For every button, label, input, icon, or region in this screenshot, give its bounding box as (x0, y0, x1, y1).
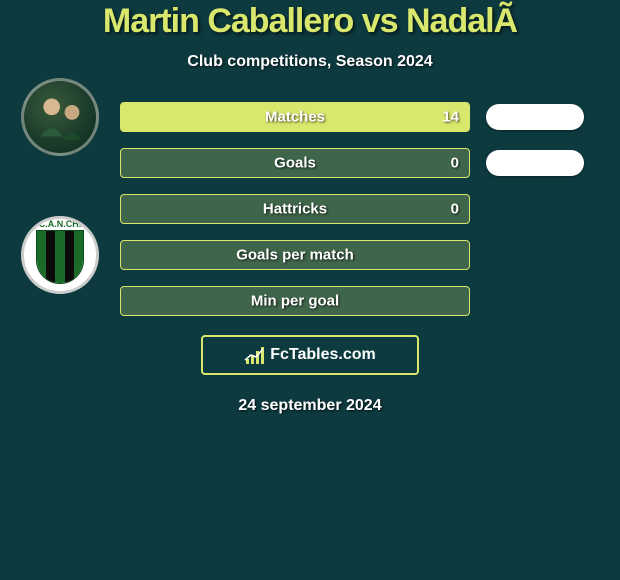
avatar-slot-left (0, 78, 120, 156)
stat-value-left: 0 (451, 155, 459, 172)
comparison-widget: Martin Caballero vs NadalÃ Club competit… (0, 0, 620, 415)
player-photo-icon (24, 78, 96, 156)
stat-bar-mpg: Min per goal (120, 286, 470, 316)
stat-row: Min per goal (0, 285, 620, 317)
pill-slot-right (470, 150, 600, 176)
stat-bar-gpm: Goals per match (120, 240, 470, 270)
page-title: Martin Caballero vs NadalÃ (103, 2, 517, 41)
brand-link[interactable]: FcTables.com (201, 335, 419, 375)
avatar-slot-left: C.A.N.CH. (0, 216, 120, 294)
club-crest-icon: C.A.N.CH. (31, 220, 89, 290)
brand-label: FcTables.com (270, 346, 376, 364)
stat-row: Matches 14 (0, 101, 620, 133)
page-subtitle: Club competitions, Season 2024 (187, 53, 432, 71)
club-abbrev: C.A.N.CH. (39, 220, 82, 229)
stat-bar-hattricks: Hattricks 0 (120, 194, 470, 224)
pill-slot-right (470, 104, 600, 130)
stat-label: Matches (265, 109, 325, 126)
opponent-pill (486, 150, 584, 176)
chart-icon (244, 346, 264, 364)
stat-row: Goals 0 (0, 147, 620, 179)
player-avatar[interactable] (21, 78, 99, 156)
stat-label: Hattricks (263, 201, 327, 218)
stat-label: Goals per match (236, 247, 354, 264)
date-label: 24 september 2024 (238, 397, 381, 415)
opponent-pill (486, 104, 584, 130)
stat-value-left: 14 (442, 109, 459, 126)
stat-bar-matches: Matches 14 (120, 102, 470, 132)
stat-bar-goals: Goals 0 (120, 148, 470, 178)
stat-label: Goals (274, 155, 316, 172)
stat-row: C.A.N.CH. Goals per match (0, 239, 620, 271)
club-badge[interactable]: C.A.N.CH. (21, 216, 99, 294)
stat-label: Min per goal (251, 293, 339, 310)
stats-list: Matches 14 Goals 0 Hattricks 0 (0, 101, 620, 317)
stat-value-left: 0 (451, 201, 459, 218)
